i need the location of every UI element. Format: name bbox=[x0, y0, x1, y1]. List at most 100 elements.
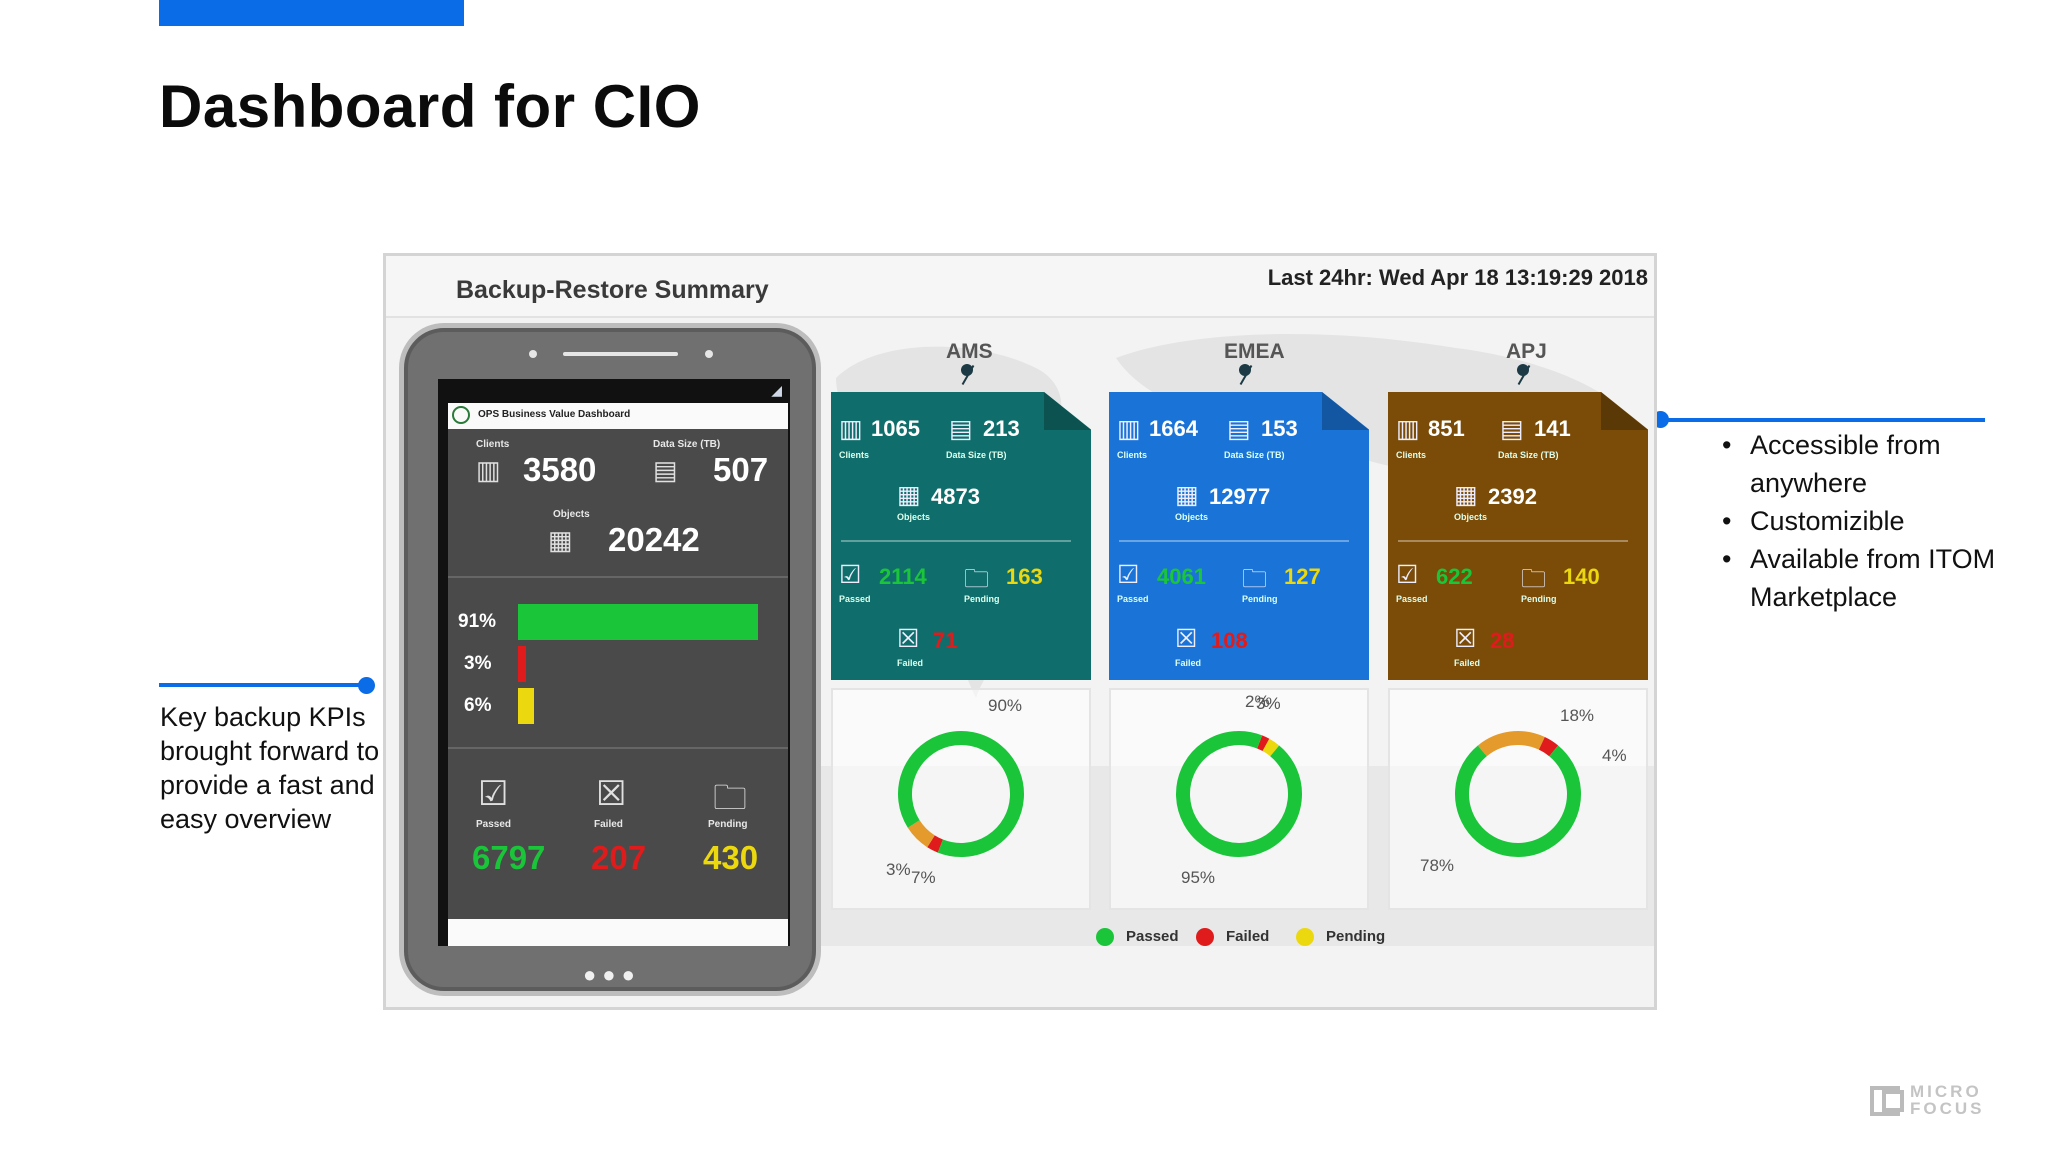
emea-pending-label: Pending bbox=[1242, 594, 1278, 604]
ams-failed-pct: 3% bbox=[886, 860, 911, 879]
donut-segment-failed bbox=[1538, 736, 1559, 757]
apj-passed: 622 bbox=[1436, 564, 1473, 589]
ams-failed-label: Failed bbox=[897, 658, 924, 668]
apj-passed-label: Passed bbox=[1396, 594, 1428, 604]
datasize-label: Data Size (TB) bbox=[653, 439, 721, 450]
pending-folder-icon: 🗀 bbox=[1521, 565, 1547, 593]
apj-pending-pct: 18% bbox=[1560, 706, 1595, 725]
objects-icon: ▦ bbox=[548, 525, 573, 555]
failed-percent: 3% bbox=[464, 653, 492, 674]
phone-app-title: OPS Business Value Dashboard bbox=[478, 409, 631, 420]
phone-bottom-bar bbox=[448, 919, 788, 946]
callout-right-line bbox=[1660, 418, 1985, 422]
emea-failed-pct: 2% bbox=[1245, 692, 1270, 711]
callout-left-line bbox=[159, 683, 364, 687]
passed-document-icon: ☑ bbox=[478, 775, 509, 813]
ams-passed-label: Passed bbox=[839, 594, 871, 604]
failed-document-icon: ☒ bbox=[1175, 625, 1198, 653]
passed-dot-icon bbox=[1096, 928, 1114, 947]
emea-donut-panel: 2% 3% 95% bbox=[1109, 688, 1369, 910]
clients-value: 3580 bbox=[523, 451, 597, 488]
card-divider bbox=[841, 540, 1071, 542]
ams-objects-label: Objects bbox=[897, 512, 931, 522]
objects-label: Objects bbox=[553, 509, 590, 520]
callout-left-text: Key backup KPIs brought forward to provi… bbox=[160, 702, 380, 834]
dashboard-header: Backup-Restore Summary Last 24hr: Wed Ap… bbox=[386, 256, 1654, 318]
failed-document-icon: ☒ bbox=[1454, 625, 1477, 653]
datasize-icon: ▤ bbox=[1227, 415, 1251, 443]
emea-datasize: 153 bbox=[1261, 416, 1298, 441]
mobile-device: ◢ OPS Business Value Dashboard Clients ▥… bbox=[404, 328, 816, 991]
apj-clients-label: Clients bbox=[1396, 450, 1427, 460]
ams-failed: 71 bbox=[933, 628, 958, 653]
ams-pending: 163 bbox=[1006, 564, 1043, 589]
app-logo-icon bbox=[452, 406, 470, 424]
ams-passed-pct: 90% bbox=[988, 696, 1023, 715]
emea-pending-pct: 3% bbox=[1256, 694, 1281, 713]
dashboard-screenshot: Backup-Restore Summary Last 24hr: Wed Ap… bbox=[383, 253, 1657, 1010]
region-ams-pin-icon bbox=[961, 364, 973, 376]
pending-folder-icon: 🗀 bbox=[1242, 565, 1268, 593]
phone-kpi-panel: Clients ▥ 3580 Data Size (TB) ▤ 507 Obje… bbox=[448, 429, 788, 919]
callout-right-list: Accessible from anywhere Customizible Av… bbox=[1722, 426, 2022, 616]
donut-segment-pending bbox=[1262, 738, 1280, 757]
ams-pending-pct: 7% bbox=[911, 868, 936, 887]
dashboard-timestamp: Last 24hr: Wed Apr 18 13:19:29 2018 bbox=[1267, 265, 1648, 290]
logo-text: MICRO FOCUS bbox=[1910, 1083, 1985, 1117]
ams-clients-label: Clients bbox=[839, 450, 870, 460]
pending-label: Pending bbox=[708, 819, 748, 830]
phone-app-bar: OPS Business Value Dashboard bbox=[448, 403, 788, 429]
logo-line1: MICRO bbox=[1910, 1082, 1982, 1101]
emea-failed-label: Failed bbox=[1175, 658, 1202, 668]
passed-document-icon: ☑ bbox=[1396, 561, 1419, 589]
emea-failed: 108 bbox=[1211, 628, 1248, 653]
failed-value: 207 bbox=[591, 839, 647, 876]
clients-icon: ▥ bbox=[1117, 415, 1141, 443]
emea-passed: 4061 bbox=[1157, 564, 1206, 589]
datasize-icon: ▤ bbox=[949, 415, 973, 443]
pending-percent: 6% bbox=[464, 695, 492, 716]
phone-speaker bbox=[563, 352, 678, 356]
passed-document-icon: ☑ bbox=[839, 561, 862, 589]
datasize-icon: ▤ bbox=[653, 455, 678, 485]
panel-divider bbox=[448, 747, 788, 749]
failed-document-icon: ☒ bbox=[596, 775, 627, 813]
legend-failed: Failed bbox=[1196, 928, 1269, 947]
card-divider bbox=[1398, 540, 1628, 542]
objects-value: 20242 bbox=[608, 521, 700, 558]
objects-icon: ▦ bbox=[897, 481, 921, 509]
passed-percent: 91% bbox=[458, 611, 497, 632]
phone-camera-icon bbox=[529, 350, 537, 358]
apj-failed-pct: 4% bbox=[1602, 746, 1627, 765]
emea-objects-label: Objects bbox=[1175, 512, 1209, 522]
card-divider bbox=[1119, 540, 1349, 542]
passed-label: Passed bbox=[476, 819, 512, 830]
ams-pending-label: Pending bbox=[964, 594, 1000, 604]
region-ams-card: ▥ 1065 Clients ▤ 213 Data Size (TB) ▦ 48… bbox=[831, 392, 1091, 680]
region-emea-pin-icon bbox=[1239, 364, 1251, 376]
callout-item: Available from ITOM Marketplace bbox=[1722, 540, 2022, 616]
donut-segment-pending bbox=[907, 819, 936, 848]
emea-pending: 127 bbox=[1284, 564, 1321, 589]
ams-clients: 1065 bbox=[871, 416, 920, 441]
legend-pending: Pending bbox=[1296, 928, 1386, 947]
passed-value: 6797 bbox=[472, 839, 546, 876]
apj-datasize: 141 bbox=[1534, 416, 1571, 441]
region-apj-label: APJ bbox=[1506, 340, 1547, 363]
legend-passed-label: Passed bbox=[1126, 928, 1179, 945]
failed-dot-icon bbox=[1196, 928, 1214, 947]
pending-folder-icon: 🗀 bbox=[713, 779, 747, 817]
accent-bar bbox=[159, 0, 464, 26]
region-ams-label: AMS bbox=[946, 340, 993, 363]
phone-page-dots: ●●● bbox=[583, 962, 641, 987]
donut-segment-passed bbox=[1455, 745, 1581, 857]
passed-document-icon: ☑ bbox=[1117, 561, 1140, 589]
legend-pending-label: Pending bbox=[1326, 928, 1386, 945]
apj-passed-pct: 78% bbox=[1420, 856, 1455, 875]
objects-icon: ▦ bbox=[1175, 481, 1199, 509]
callout-item: Accessible from anywhere bbox=[1722, 426, 2022, 502]
apj-donut-chart bbox=[1455, 731, 1581, 857]
emea-objects: 12977 bbox=[1209, 484, 1271, 509]
donut-segment-pending bbox=[1477, 731, 1545, 757]
callout-left-dot bbox=[358, 677, 375, 694]
